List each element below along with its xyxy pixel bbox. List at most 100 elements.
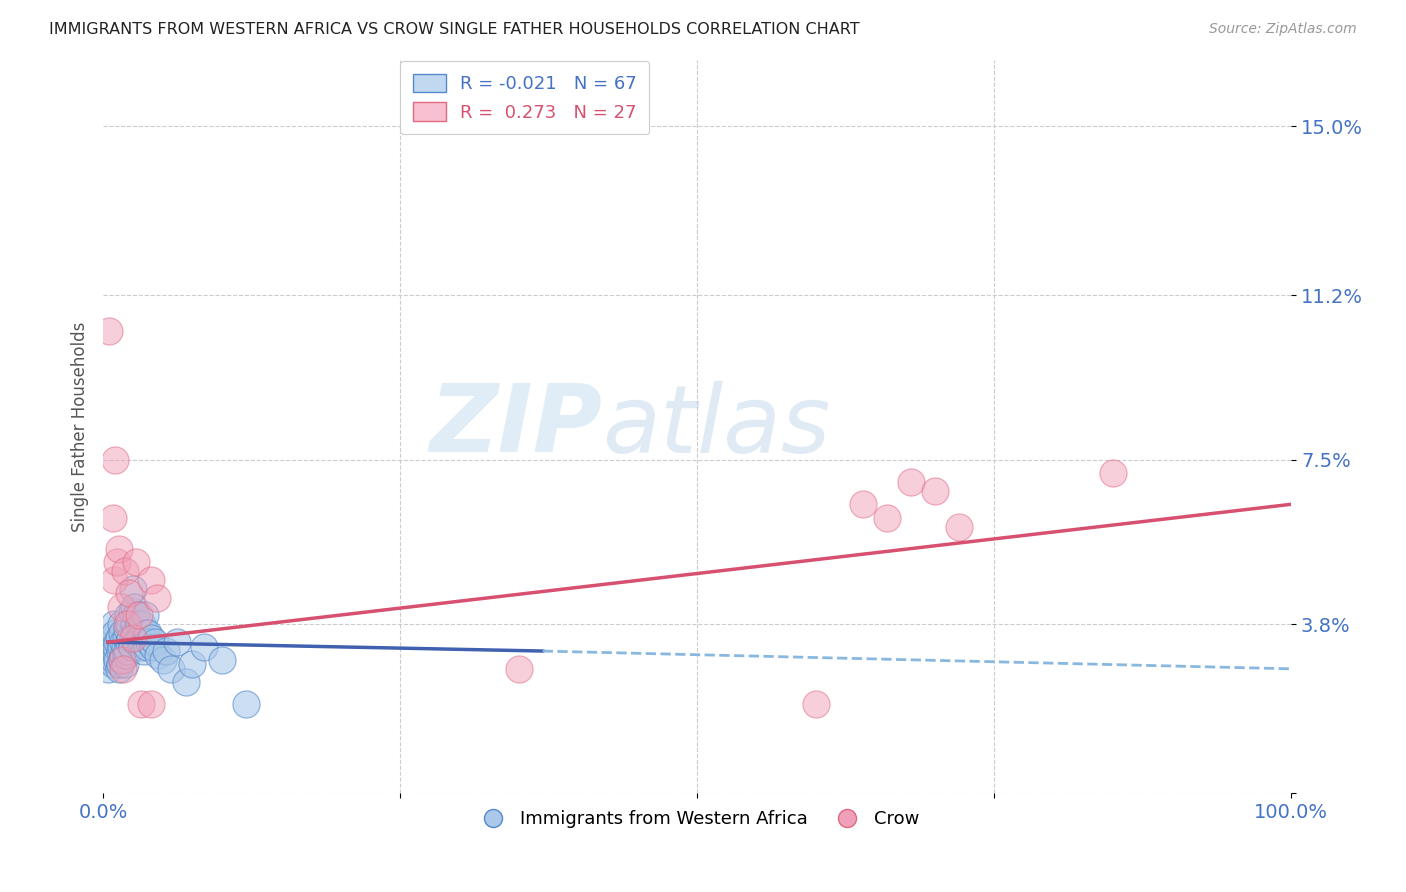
Text: atlas: atlas bbox=[602, 381, 831, 472]
Point bbox=[112, 648, 135, 663]
Point bbox=[104, 626, 127, 640]
Point bbox=[145, 591, 167, 605]
Point bbox=[136, 626, 159, 640]
Point bbox=[128, 608, 150, 623]
Point bbox=[129, 640, 152, 654]
Point bbox=[105, 653, 128, 667]
Point bbox=[125, 555, 148, 569]
Point bbox=[142, 640, 165, 654]
Point bbox=[121, 582, 143, 596]
Point bbox=[804, 698, 827, 712]
Point bbox=[852, 497, 875, 511]
Point bbox=[110, 599, 132, 614]
Point bbox=[104, 453, 127, 467]
Point bbox=[138, 635, 160, 649]
Point bbox=[107, 541, 129, 556]
Point bbox=[108, 644, 131, 658]
Point bbox=[160, 662, 183, 676]
Point bbox=[125, 608, 148, 623]
Point bbox=[900, 475, 922, 489]
Point bbox=[103, 573, 125, 587]
Point bbox=[98, 644, 121, 658]
Point bbox=[100, 631, 122, 645]
Point bbox=[146, 648, 169, 663]
Point bbox=[122, 617, 145, 632]
Text: IMMIGRANTS FROM WESTERN AFRICA VS CROW SINGLE FATHER HOUSEHOLDS CORRELATION CHAR: IMMIGRANTS FROM WESTERN AFRICA VS CROW S… bbox=[49, 22, 860, 37]
Point bbox=[98, 324, 121, 338]
Point bbox=[924, 483, 946, 498]
Point bbox=[134, 608, 156, 623]
Point bbox=[103, 653, 125, 667]
Point bbox=[101, 510, 124, 524]
Point bbox=[114, 631, 136, 645]
Point bbox=[166, 635, 188, 649]
Point bbox=[98, 635, 121, 649]
Point bbox=[129, 631, 152, 645]
Point bbox=[118, 586, 141, 600]
Point bbox=[131, 617, 153, 632]
Point bbox=[121, 631, 143, 645]
Point bbox=[111, 653, 134, 667]
Point bbox=[107, 631, 129, 645]
Point bbox=[122, 599, 145, 614]
Point bbox=[118, 635, 141, 649]
Point bbox=[114, 640, 136, 654]
Point bbox=[121, 604, 143, 618]
Point bbox=[108, 657, 131, 672]
Point bbox=[948, 519, 970, 533]
Point bbox=[139, 573, 162, 587]
Point bbox=[111, 653, 134, 667]
Point bbox=[98, 653, 121, 667]
Point bbox=[115, 617, 138, 632]
Point bbox=[101, 640, 124, 654]
Point bbox=[120, 631, 142, 645]
Point bbox=[152, 653, 174, 667]
Point bbox=[112, 662, 135, 676]
Point bbox=[101, 657, 124, 672]
Point bbox=[112, 635, 135, 649]
Point bbox=[105, 640, 128, 654]
Text: ZIP: ZIP bbox=[429, 381, 602, 473]
Point bbox=[114, 648, 136, 663]
Point bbox=[111, 626, 134, 640]
Point bbox=[118, 617, 141, 632]
Point bbox=[105, 635, 128, 649]
Point bbox=[876, 510, 898, 524]
Point bbox=[181, 657, 204, 672]
Y-axis label: Single Father Households: Single Father Households bbox=[72, 321, 89, 532]
Point bbox=[174, 675, 197, 690]
Point bbox=[1102, 466, 1125, 480]
Point bbox=[128, 617, 150, 632]
Point bbox=[104, 644, 127, 658]
Point bbox=[110, 640, 132, 654]
Point bbox=[129, 698, 152, 712]
Point bbox=[132, 644, 155, 658]
Point bbox=[117, 608, 139, 623]
Point bbox=[114, 657, 136, 672]
Point bbox=[139, 698, 162, 712]
Point bbox=[193, 640, 215, 654]
Point bbox=[155, 644, 177, 658]
Point bbox=[139, 631, 162, 645]
Point bbox=[115, 644, 138, 658]
Point bbox=[125, 635, 148, 649]
Point bbox=[145, 635, 167, 649]
Point bbox=[136, 640, 159, 654]
Point bbox=[211, 653, 233, 667]
Text: Source: ZipAtlas.com: Source: ZipAtlas.com bbox=[1209, 22, 1357, 37]
Point bbox=[115, 622, 138, 636]
Point bbox=[124, 626, 146, 640]
Point bbox=[103, 617, 125, 632]
Point bbox=[508, 662, 530, 676]
Point bbox=[110, 617, 132, 632]
Point bbox=[114, 564, 136, 578]
Point bbox=[135, 626, 157, 640]
Point bbox=[105, 555, 128, 569]
Point bbox=[107, 662, 129, 676]
Point bbox=[235, 698, 257, 712]
Legend: Immigrants from Western Africa, Crow: Immigrants from Western Africa, Crow bbox=[467, 803, 927, 836]
Point bbox=[121, 640, 143, 654]
Point bbox=[97, 662, 120, 676]
Point bbox=[100, 648, 122, 663]
Point bbox=[105, 648, 128, 663]
